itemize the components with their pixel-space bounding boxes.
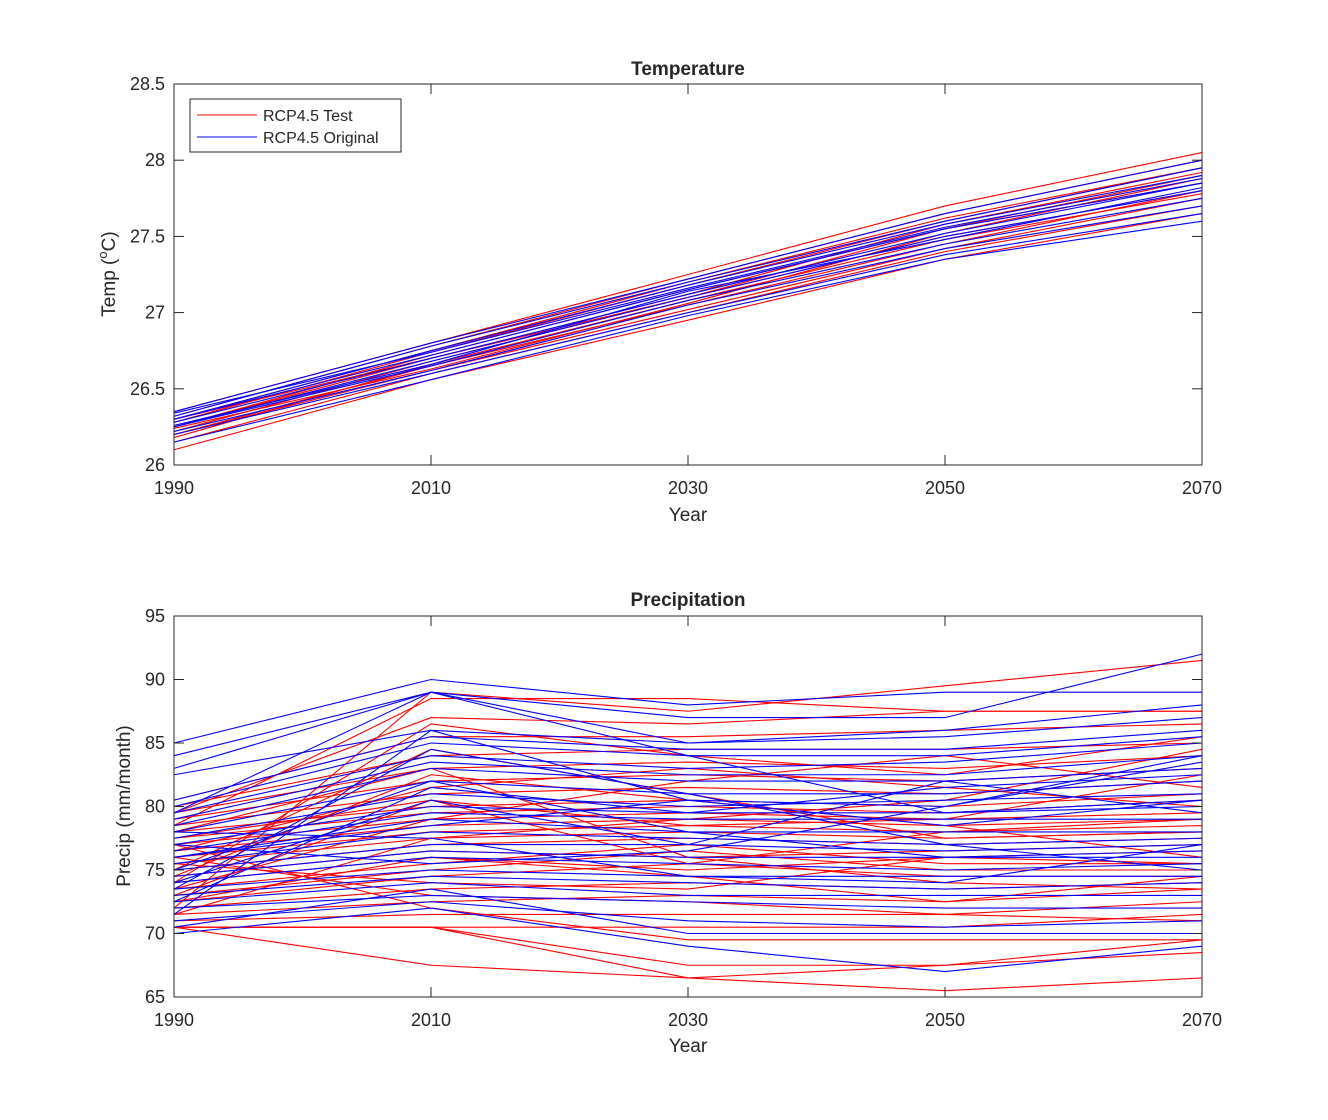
precipitation-x-ticks: 1990 2010 2030 2050 2070 — [154, 616, 1222, 1030]
precipitation-original-series-line-26 — [173, 691, 1203, 814]
precipitation-original-series-line-4 — [173, 717, 1203, 776]
precipitation-original-series-line-24 — [173, 907, 1203, 973]
precipitation-original-series-line-1 — [173, 678, 1202, 744]
temperature-x-tick-label-2030: 2030 — [668, 478, 708, 498]
temperature-x-ticks: 1990 2010 2030 2050 2070 — [154, 84, 1222, 498]
precipitation-original-series-line-25 — [173, 888, 1202, 935]
temperature-original-series-line-10 — [173, 159, 1203, 413]
precipitation-x-tick-label-2070: 2070 — [1182, 1010, 1222, 1030]
temperature-original-series-line-7 — [173, 182, 1203, 420]
precipitation-original-series-line-31 — [173, 748, 1203, 890]
precipitation-y-tick-label-65: 65 — [145, 987, 165, 1007]
temperature-y-label: Temp (oC) — [95, 231, 120, 316]
temperature-original-series-line-1 — [173, 220, 1203, 443]
precipitation-y-tick-label-90: 90 — [145, 670, 165, 690]
precipitation-y-tick-label-85: 85 — [145, 733, 165, 753]
temperature-lines — [173, 152, 1203, 451]
precipitation-original-series-line-17 — [173, 850, 1202, 877]
temperature-test-series-line-1 — [173, 212, 1203, 451]
precipitation-x-tick-label-2010: 2010 — [411, 1010, 451, 1030]
legend-box — [189, 98, 402, 153]
precipitation-x-tick-label-2050: 2050 — [925, 1010, 965, 1030]
temperature-panel: 1990 2010 2030 2050 2070 2626.52727.52828.5 … — [95, 59, 1222, 526]
precipitation-test-series-line-22 — [173, 755, 1203, 814]
precipitation-original-series-line-20 — [173, 875, 1203, 896]
temperature-test-series-line-13 — [173, 177, 1203, 429]
precipitation-title: Precipitation — [630, 590, 745, 611]
precipitation-original-series-line-28 — [173, 780, 1203, 871]
temperature-y-tick-label-27.5: 27.5 — [130, 226, 165, 246]
precipitation-original-series-line-21 — [173, 882, 1202, 903]
temperature-y-tick-label-27: 27 — [145, 303, 165, 323]
precipitation-original-series-line-11 — [173, 793, 1203, 839]
precipitation-original-series-line-2 — [173, 653, 1203, 757]
temperature-y-ticks: 26 26.5 27 27.5 28 28.5 — [130, 74, 1202, 475]
precipitation-x-label: Year — [669, 1036, 708, 1057]
precipitation-y-tick-label-80: 80 — [145, 797, 165, 817]
precipitation-y-tick-label-95: 95 — [145, 606, 165, 626]
precipitation-original-series-line-23 — [173, 901, 1203, 928]
temperature-y-label-main: Temp ( — [99, 258, 120, 317]
precipitation-original-series-line-5 — [173, 729, 1203, 801]
precipitation-original-series-line-34 — [173, 774, 1203, 903]
temperature-original-series-line-4 — [173, 197, 1203, 428]
temperature-test-series-line-3 — [173, 197, 1203, 436]
temperature-original-series-line-8 — [173, 174, 1203, 420]
precipitation-original-series-line-15 — [173, 831, 1203, 865]
temperature-original-series-line-2 — [173, 212, 1203, 436]
precipitation-panel: 1990 2010 2030 2050 2070 65 70 75 80 85 90 95 Prec… — [114, 590, 1222, 1057]
temperature-original-series-line-9 — [173, 167, 1203, 417]
temperature-x-label: Year — [669, 505, 708, 526]
temperature-original-series-line-3 — [173, 205, 1203, 433]
precipitation-y-ticks: 65 70 75 80 85 90 95 — [145, 606, 1202, 1007]
precipitation-original-series-line-9 — [173, 767, 1203, 827]
temperature-y-label-tail: C) — [99, 231, 120, 251]
temperature-x-tick-label-2010: 2010 — [411, 478, 451, 498]
legend: RCP4.5 Test RCP4.5 Original — [189, 98, 402, 153]
temperature-y-tick-label-26.5: 26.5 — [130, 379, 165, 399]
temperature-x-tick-label-2070: 2070 — [1182, 478, 1222, 498]
precipitation-y-label: Precip (mm/month) — [114, 725, 135, 887]
temperature-title: Temperature — [631, 59, 745, 80]
precipitation-x-tick-label-1990: 1990 — [154, 1010, 194, 1030]
precipitation-original-series-line-18 — [173, 856, 1203, 884]
temperature-y-tick-label-28.5: 28.5 — [130, 74, 165, 94]
precipitation-test-series-line-4 — [174, 913, 1203, 928]
precipitation-y-tick-label-70: 70 — [145, 924, 165, 944]
precipitation-original-series-line-22 — [173, 894, 1202, 909]
temperature-x-tick-label-1990: 1990 — [154, 478, 194, 498]
legend-label-original: RCP4.5 Original — [263, 130, 379, 147]
temperature-y-tick-label-26: 26 — [145, 455, 165, 475]
temperature-x-tick-label-2050: 2050 — [925, 478, 965, 498]
precipitation-test-series-line-26 — [173, 697, 1202, 827]
legend-label-test: RCP4.5 Test — [263, 108, 353, 125]
temperature-original-series-line-12 — [173, 177, 1203, 414]
precipitation-test-series-line-32 — [173, 844, 1202, 941]
precipitation-original-series-line-7 — [173, 742, 1203, 814]
precipitation-original-series-line-33 — [173, 831, 1203, 884]
temperature-original-series-line-6 — [173, 182, 1203, 423]
precipitation-original-series-line-32 — [173, 761, 1203, 865]
temperature-original-series-line-11 — [173, 187, 1203, 426]
temperature-original-series-line-5 — [173, 190, 1203, 428]
precipitation-x-tick-label-2030: 2030 — [668, 1010, 708, 1030]
precipitation-original-series-line-8 — [173, 755, 1203, 820]
precipitation-lines — [173, 653, 1203, 992]
temperature-y-label-sup: o — [95, 251, 110, 258]
temperature-y-tick-label-28: 28 — [145, 150, 165, 170]
precipitation-y-tick-label-75: 75 — [145, 860, 165, 880]
